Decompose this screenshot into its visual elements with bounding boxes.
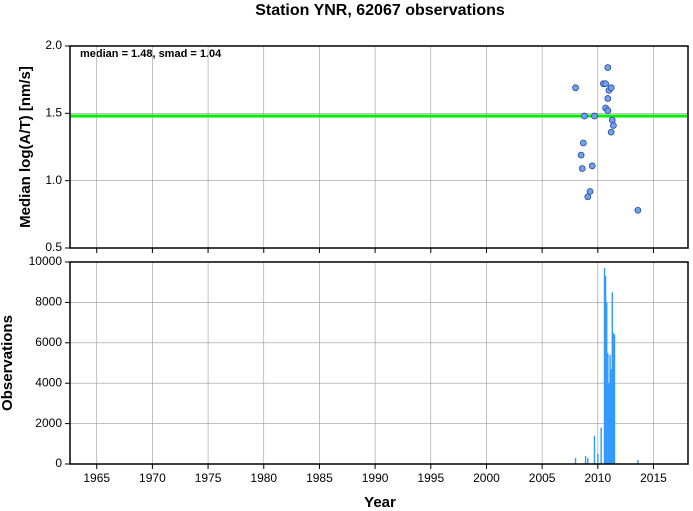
bar bbox=[604, 276, 607, 464]
x-tick-label: 2010 bbox=[584, 471, 611, 485]
bar bbox=[637, 459, 639, 464]
bar bbox=[606, 302, 608, 464]
y-axis-label: Median log(A/T) [nm/s] bbox=[17, 66, 34, 228]
x-tick-label: 2015 bbox=[640, 471, 667, 485]
y-tick-label: 10000 bbox=[29, 254, 63, 268]
bar bbox=[587, 457, 589, 464]
x-tick-label: 1975 bbox=[195, 471, 222, 485]
x-tick-label: 1985 bbox=[306, 471, 333, 485]
x-tick-label: 1990 bbox=[362, 471, 389, 485]
x-axis-label: Year bbox=[364, 494, 396, 511]
bar bbox=[593, 435, 596, 464]
point bbox=[584, 193, 592, 201]
y-tick-label: 1.0 bbox=[45, 173, 62, 187]
y-axis-label: Observations bbox=[0, 315, 16, 411]
x-tick-label: 2000 bbox=[473, 471, 500, 485]
point bbox=[602, 80, 609, 88]
bar bbox=[612, 332, 615, 464]
bar bbox=[584, 455, 587, 464]
point bbox=[604, 107, 612, 114]
y-tick-label: 6000 bbox=[35, 335, 62, 349]
x-tick-label: 1965 bbox=[83, 471, 110, 485]
bar bbox=[609, 354, 611, 464]
point bbox=[579, 139, 587, 147]
point bbox=[604, 95, 612, 102]
y-tick-label: 0.5 bbox=[45, 240, 62, 254]
x-tick-label: 1995 bbox=[417, 471, 444, 485]
bar bbox=[600, 427, 602, 464]
point bbox=[577, 151, 585, 159]
bar bbox=[608, 383, 610, 464]
bar bbox=[603, 268, 606, 464]
x-tick-label: 1980 bbox=[250, 471, 277, 485]
y-tick-label: 1.5 bbox=[45, 106, 62, 120]
point bbox=[604, 64, 612, 71]
point bbox=[591, 112, 598, 120]
point bbox=[608, 116, 616, 124]
bar bbox=[574, 457, 577, 464]
bar bbox=[610, 369, 612, 464]
point bbox=[588, 162, 596, 170]
point bbox=[610, 122, 617, 129]
y-tick-label: 2000 bbox=[35, 416, 62, 430]
bar bbox=[611, 292, 613, 464]
x-tick-label: 2005 bbox=[529, 471, 556, 485]
point bbox=[634, 206, 642, 214]
plot-frame bbox=[69, 261, 689, 465]
point bbox=[607, 84, 615, 92]
chart-title: Station YNR, 62067 observations bbox=[255, 2, 505, 19]
y-tick-label: 4000 bbox=[35, 375, 62, 389]
y-tick-label: 0 bbox=[55, 456, 62, 470]
bar bbox=[597, 453, 599, 464]
point bbox=[572, 84, 579, 92]
annotation: median = 1.48, smad = 1.04 bbox=[80, 48, 222, 60]
y-tick-label: 2.0 bbox=[45, 38, 62, 52]
x-tick-label: 1970 bbox=[139, 471, 166, 485]
bar bbox=[613, 334, 616, 464]
point bbox=[578, 165, 586, 172]
y-tick-label: 8000 bbox=[35, 295, 62, 309]
point bbox=[607, 128, 615, 136]
plot-frame bbox=[69, 45, 689, 249]
point bbox=[581, 112, 588, 120]
bar bbox=[607, 352, 609, 464]
